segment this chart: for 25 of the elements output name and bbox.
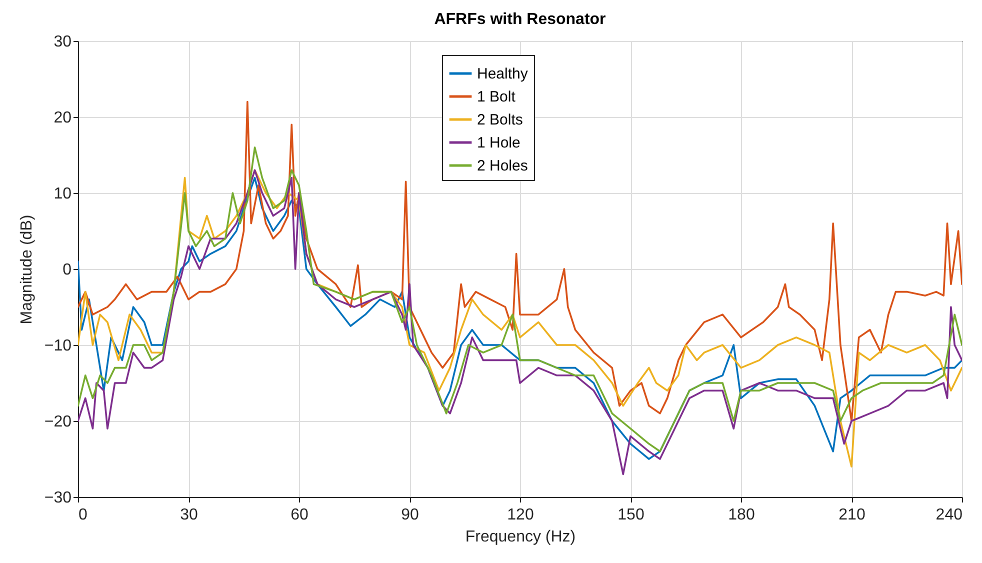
x-axis-title: Frequency (Hz) — [465, 528, 576, 546]
y-tick-label: −20 — [44, 414, 72, 430]
legend-label: 2 Bolts — [477, 112, 523, 128]
y-tick-label: −30 — [44, 490, 72, 506]
x-tick-label: 210 — [838, 506, 866, 524]
y-tick-label: 10 — [54, 186, 72, 202]
x-tick-label: 240 — [936, 506, 963, 524]
x-tick-label: 180 — [728, 506, 755, 524]
x-tick-label: 150 — [618, 506, 644, 524]
legend-label: 1 Bolt — [477, 88, 516, 106]
y-tick-label: 30 — [54, 34, 72, 50]
legend-label: 1 Hole — [477, 134, 520, 152]
y-tick-label: −10 — [44, 338, 72, 354]
y-axis-title: Magnitude (dB) — [18, 214, 36, 324]
x-tick-label: 90 — [401, 506, 419, 524]
x-tick-label: 60 — [290, 506, 308, 524]
y-tick-label: 0 — [62, 262, 72, 278]
line-series — [78, 100, 962, 422]
x-tick-label: 30 — [180, 506, 198, 524]
legend-label: Healthy — [477, 66, 528, 82]
y-tick-label: 20 — [54, 110, 72, 126]
legend-label: 2 Holes — [477, 158, 528, 174]
x-tick-label: 0 — [78, 506, 88, 524]
chart-title: AFRFs with Resonator — [434, 11, 606, 28]
x-tick-label: 120 — [507, 506, 534, 524]
